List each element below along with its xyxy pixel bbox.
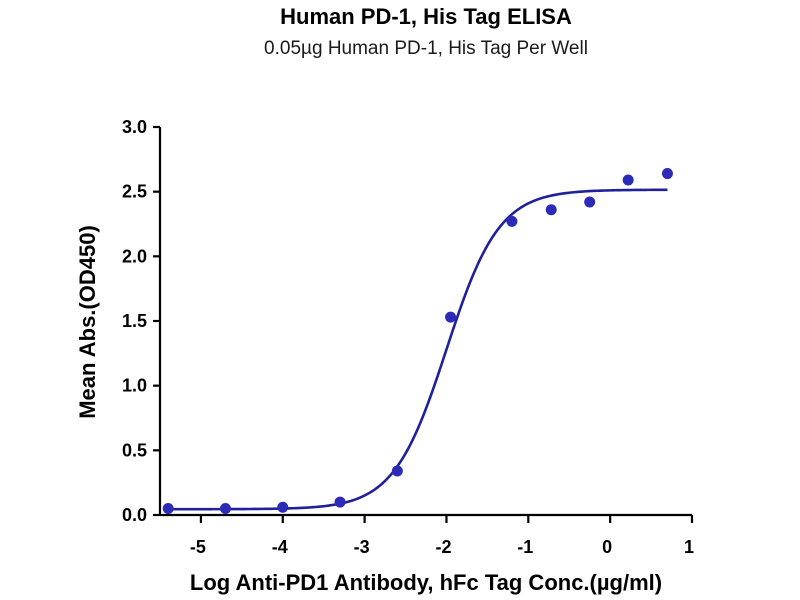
y-axis-label: Mean Abs.(OD450)	[75, 225, 100, 419]
data-point	[622, 174, 634, 186]
data-point	[661, 168, 673, 180]
y-tick-label: 1.5	[122, 311, 147, 331]
data-point	[545, 204, 557, 216]
x-tick-label: -3	[354, 537, 370, 557]
y-tick-label: 0.0	[122, 505, 147, 525]
y-tick-label: 2.5	[122, 182, 147, 202]
x-tick-label: -1	[517, 537, 533, 557]
x-tick-label: -5	[190, 537, 206, 557]
data-point	[162, 503, 174, 515]
y-tick-label: 1.0	[122, 376, 147, 396]
data-point	[506, 215, 518, 227]
plot-area: 0.0 0.5 1.0 1.5 2.0 2.5 3.0 -5 -4 -3 -2 -1 0 1	[122, 117, 694, 557]
data-point	[391, 465, 403, 477]
data-point	[219, 503, 231, 515]
x-tick-label: 0	[602, 537, 612, 557]
x-tick-label: -2	[435, 537, 451, 557]
data-point	[445, 311, 457, 323]
x-tick-label: 1	[684, 537, 694, 557]
data-point	[584, 196, 596, 208]
chart-subtitle: 0.05µg Human PD-1, His Tag Per Well	[264, 38, 588, 59]
y-tick-label: 3.0	[122, 117, 147, 137]
fit-curve	[168, 188, 668, 511]
data-point	[277, 501, 289, 513]
y-tick-label: 2.0	[122, 246, 147, 266]
y-tick-label: 0.5	[122, 440, 147, 460]
x-axis-label: Log Anti-PD1 Antibody, hFc Tag Conc.(µg/…	[190, 570, 662, 595]
chart-title: Human PD-1, His Tag ELISA	[280, 4, 572, 29]
data-point	[334, 496, 346, 508]
x-tick-label: -4	[272, 537, 288, 557]
